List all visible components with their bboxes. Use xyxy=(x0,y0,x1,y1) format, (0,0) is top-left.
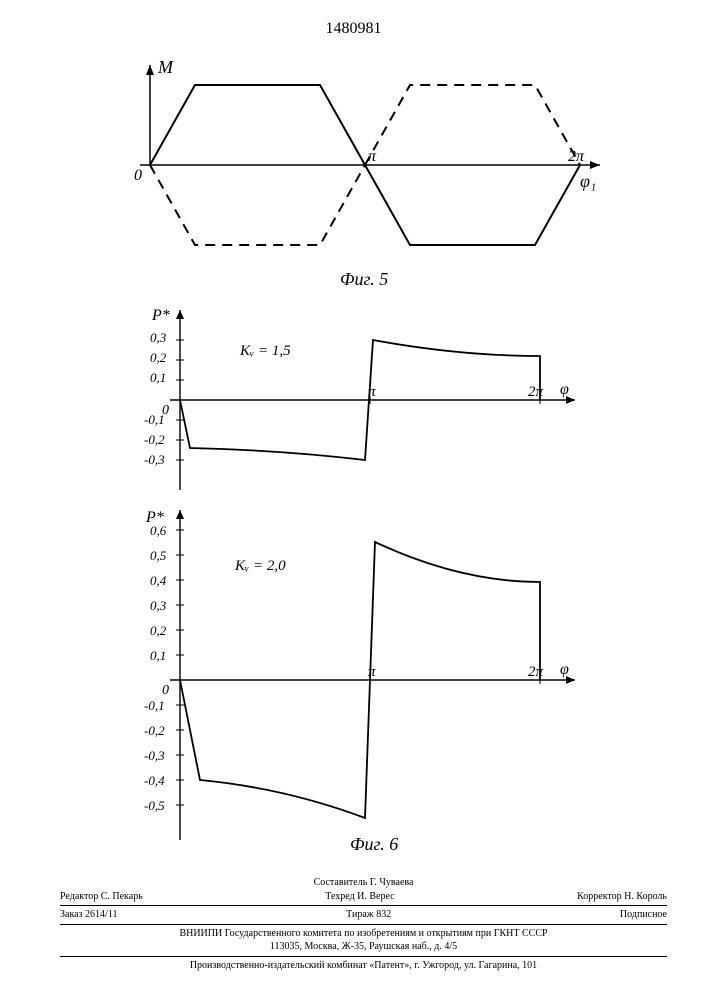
ytp3: 0,3 xyxy=(150,598,167,613)
footer-tirage: Тираж 832 xyxy=(346,908,391,922)
ytick-pos-1: 0,1 xyxy=(150,370,166,385)
ytp4: 0,4 xyxy=(150,573,167,588)
fig5-caption: Фиг. 5 xyxy=(340,269,388,289)
ytick-pos-3: 0,3 xyxy=(150,330,167,345)
footer-corrector: Корректор Н. Король xyxy=(577,890,667,904)
ytick-neg-3: -0,3 xyxy=(144,452,165,467)
xtick-2pi-6a: 2π xyxy=(528,384,544,400)
footer-order: Заказ 2614/11 xyxy=(60,908,117,922)
ytn5: -0,5 xyxy=(144,798,165,813)
y-axis-label: M xyxy=(157,57,174,77)
xtick-2pi-6b: 2π xyxy=(528,664,544,680)
chart-fig5: M 0 π 2π φ₁ Фиг. 5 xyxy=(120,55,620,310)
tick-2pi: 2π xyxy=(568,148,585,165)
footer: Составитель Г. Чуваева Редактор С. Пекар… xyxy=(60,876,667,972)
footer-line3: Производственно-издательский комбинат «П… xyxy=(60,959,667,973)
ytn4: -0,4 xyxy=(144,773,165,788)
ytp2: 0,2 xyxy=(150,623,167,638)
footer-line2: 113035, Москва, Ж-35, Раушская наб., д. … xyxy=(60,940,667,954)
ytp1: 0,1 xyxy=(150,648,166,663)
ytp6: 0,6 xyxy=(150,523,167,538)
x-axis-label: φ₁ xyxy=(580,171,596,191)
annotation-6b: Kᵥ = 2,0 xyxy=(234,558,286,574)
footer-editor: Редактор С. Пекарь xyxy=(60,890,143,904)
ytn2: -0,2 xyxy=(144,723,165,738)
ytn1: -0,1 xyxy=(144,698,165,713)
x-axis-label-6a: φ xyxy=(560,381,569,398)
chart-fig6a: P* 0,1 0,2 0,3 -0,1 -0,2 -0,3 0 π 2π φ K… xyxy=(120,300,600,505)
x-axis-label-6b: φ xyxy=(560,661,569,678)
ytick-neg-2: -0,2 xyxy=(144,432,165,447)
footer-compiler: Составитель Г. Чуваева xyxy=(60,876,667,890)
ytp5: 0,5 xyxy=(150,548,167,563)
y-axis-label-6a: P* xyxy=(151,307,170,324)
footer-tehred: Техред И. Верес xyxy=(325,890,394,904)
fig6-caption: Фиг. 6 xyxy=(350,834,398,854)
ytick-pos-2: 0,2 xyxy=(150,350,167,365)
ytn3: -0,3 xyxy=(144,748,165,763)
document-number: 1480981 xyxy=(0,20,707,38)
chart-fig6b: P* 0,1 0,2 0,3 0,4 0,5 0,6 -0,1 -0,2 -0,… xyxy=(120,500,600,865)
origin-label: 0 xyxy=(134,167,142,184)
annotation-6a: Kᵥ = 1,5 xyxy=(239,343,291,359)
footer-subscription: Подписное xyxy=(620,908,667,922)
origin-6a: 0 xyxy=(162,403,169,418)
origin-6b: 0 xyxy=(162,683,169,698)
footer-line1: ВНИИПИ Государственного комитета по изоб… xyxy=(60,927,667,941)
